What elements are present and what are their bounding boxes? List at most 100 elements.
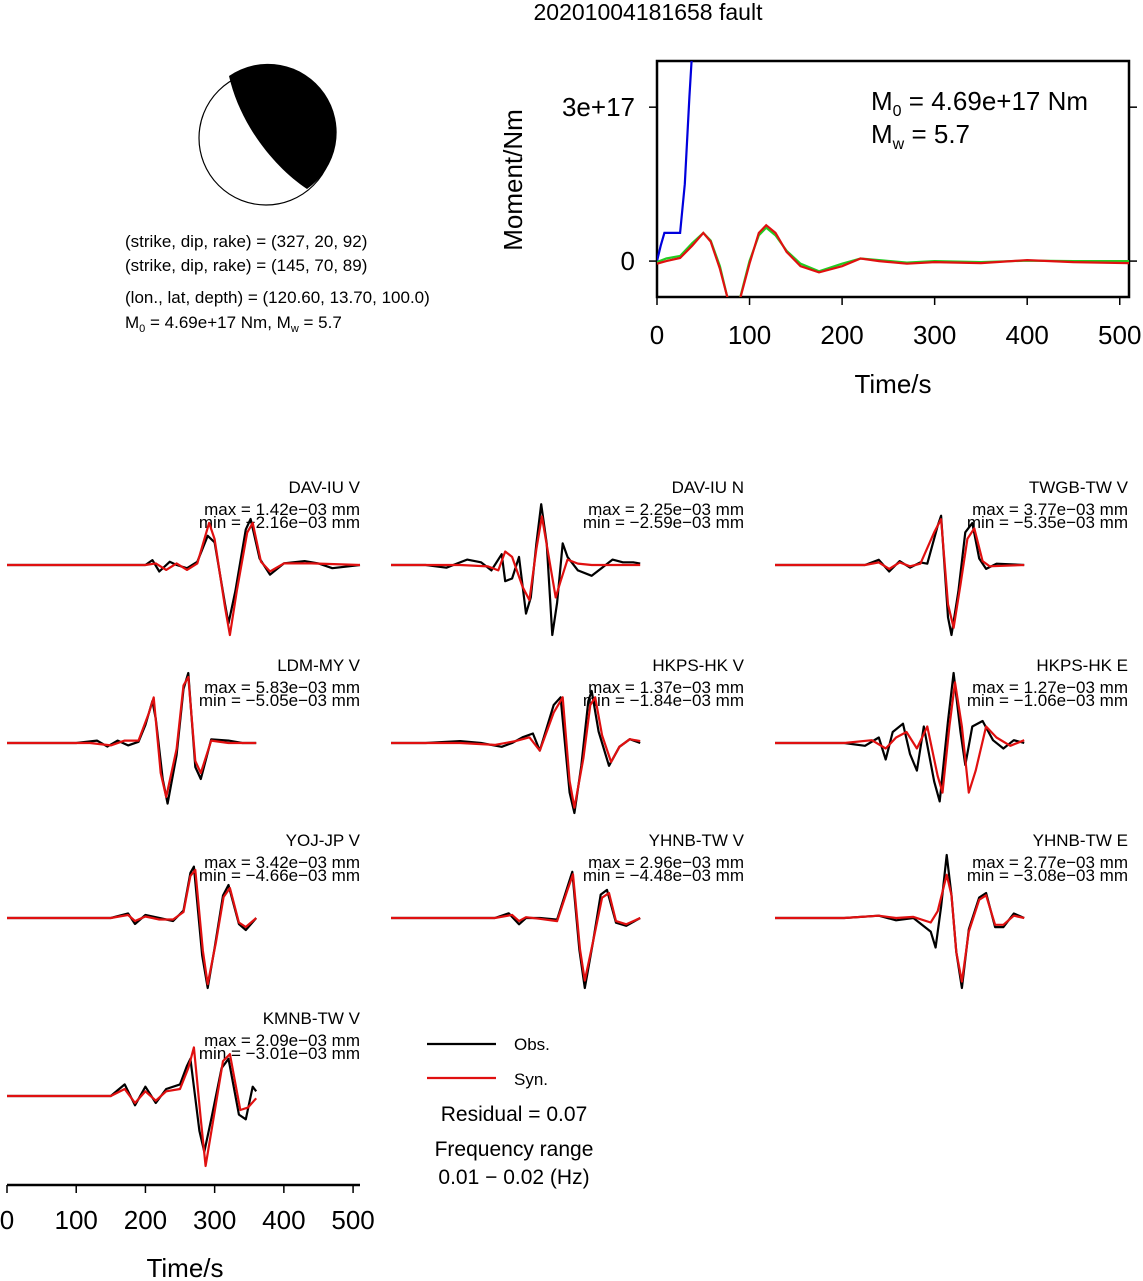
synthetic-trace	[775, 681, 1025, 794]
station-min: min = −2.59e−03 mm	[583, 513, 744, 532]
station-min: min = −1.84e−03 mm	[583, 691, 744, 710]
moment-series-blue	[657, 61, 693, 262]
beachball-compressional-quadrant	[229, 63, 337, 189]
station-min: min = −5.05e−03 mm	[199, 691, 360, 710]
synthetic-trace	[7, 1046, 258, 1168]
station-max: max = 2.96e−03 mm	[588, 853, 744, 872]
source-location: (lon., lat, depth) = (120.60, 13.70, 100…	[125, 288, 430, 307]
m0-prefix: M	[125, 313, 139, 332]
bottom-xtick-label: 200	[124, 1205, 167, 1235]
station-min: min = −4.66e−03 mm	[199, 866, 360, 885]
beachball	[198, 63, 337, 206]
moment-series-red	[657, 223, 1129, 297]
station-label: KMNB-TW V	[263, 1009, 361, 1028]
station-max: max = 1.27e−03 mm	[972, 678, 1128, 697]
station-label: TWGB-TW V	[1029, 478, 1129, 497]
legend-obs-label: Obs.	[514, 1035, 550, 1054]
bottom-xtick-label: 500	[331, 1205, 374, 1235]
station-label: HKPS-HK V	[652, 656, 744, 675]
station-label: YHNB-TW E	[1033, 831, 1128, 850]
moment-xlabel: Time/s	[854, 369, 931, 399]
moment-xtick-label: 400	[1006, 320, 1049, 350]
synthetic-trace	[391, 515, 641, 602]
moment-xtick-label: 500	[1098, 320, 1141, 350]
moment-series-group	[657, 61, 1129, 297]
moment-plot-frame	[655, 59, 1131, 299]
legend: Obs. Syn. Residual = 0.07 Frequency rang…	[427, 1035, 593, 1189]
legend-syn-label: Syn.	[514, 1070, 548, 1089]
synthetic-trace	[391, 696, 641, 809]
observed-trace	[391, 503, 641, 637]
moment-xtick-label: 200	[820, 320, 863, 350]
station-label: LDM-MY V	[277, 656, 360, 675]
station-min: min = −5.35e−03 mm	[967, 513, 1128, 532]
moment-ytick-label: 0	[621, 246, 635, 276]
moment-ylabel: Moment/Nm	[498, 109, 528, 251]
station-min: min = −1.06e−03 mm	[967, 691, 1128, 710]
bottom-xtick-label: 300	[193, 1205, 236, 1235]
station-min: min = −2.16e−03 mm	[199, 513, 360, 532]
moment-annotation-m0: M0 = 4.69e+17 Nm	[871, 86, 1088, 120]
moment-xtick-label: 300	[913, 320, 956, 350]
nodal-plane-2: (strike, dip, rake) = (145, 70, 89)	[125, 256, 367, 275]
observed-trace	[775, 514, 1025, 637]
station-min: min = −3.01e−03 mm	[199, 1044, 360, 1063]
moment-annotation-mw: Mw = 5.7	[871, 119, 970, 153]
station-max: max = 3.42e−03 mm	[204, 853, 360, 872]
moment-magnitude-line: M0 = 4.69e+17 Nm, Mw = 5.7	[125, 313, 342, 335]
station-max: max = 2.77e−03 mm	[972, 853, 1128, 872]
station-label: HKPS-HK E	[1036, 656, 1128, 675]
synthetic-trace	[391, 873, 641, 982]
frequency-range-value: 0.01 − 0.02 (Hz)	[438, 1166, 589, 1189]
moment-xtick-label: 100	[728, 320, 771, 350]
moment-ytick-label: 3e+17	[562, 92, 635, 122]
station-label: DAV-IU N	[672, 478, 744, 497]
mw-value: = 5.7	[299, 313, 342, 332]
synthetic-trace	[7, 675, 257, 799]
station-max: max = 1.42e−03 mm	[204, 500, 360, 519]
mw-subscript: w	[290, 323, 299, 335]
synthetic-trace	[7, 868, 257, 986]
bottom-time-axis: Time/s 0 100 200 300 400 500	[0, 1183, 375, 1281]
observed-trace	[391, 870, 641, 990]
station-max: max = 1.37e−03 mm	[588, 678, 744, 697]
station-max: max = 5.83e−03 mm	[204, 678, 360, 697]
station-min: min = −4.48e−03 mm	[583, 866, 744, 885]
bottom-xlabel: Time/s	[146, 1253, 223, 1281]
nodal-plane-1: (strike, dip, rake) = (327, 20, 92)	[125, 232, 367, 251]
station-max: max = 2.25e−03 mm	[588, 500, 744, 519]
source-info: (strike, dip, rake) = (327, 20, 92) (str…	[125, 232, 430, 335]
observed-trace	[7, 1057, 258, 1153]
moment-xtick-label: 0	[650, 320, 664, 350]
station-max: max = 3.77e−03 mm	[972, 500, 1128, 519]
bottom-xtick-label: 400	[262, 1205, 305, 1235]
observed-trace	[7, 517, 361, 625]
station-label: YOJ-JP V	[286, 831, 361, 850]
observed-trace	[775, 671, 1025, 803]
residual-text: Residual = 0.07	[441, 1103, 588, 1126]
station-min: min = −3.08e−03 mm	[967, 866, 1128, 885]
bottom-xtick-label: 0	[0, 1205, 14, 1235]
station-label: DAV-IU V	[289, 478, 361, 497]
station-label: YHNB-TW V	[649, 831, 745, 850]
synthetic-trace	[7, 521, 361, 637]
synthetic-trace	[775, 518, 1025, 629]
frequency-range-title: Frequency range	[435, 1138, 594, 1161]
synthetic-trace	[775, 873, 1025, 983]
figure-title: 20201004181658 fault	[534, 0, 764, 25]
m0-subscript: 0	[139, 323, 145, 335]
bottom-xtick-label: 100	[55, 1205, 98, 1235]
